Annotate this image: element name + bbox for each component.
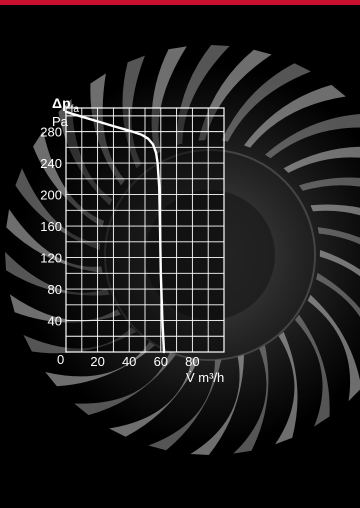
fan-blade	[109, 358, 199, 437]
x-tick-label: 20	[90, 354, 104, 369]
origin-label: 0	[57, 352, 64, 367]
fan-blade	[148, 359, 222, 451]
fan-blade	[151, 46, 187, 155]
y-axis-title: Δpfa	[52, 95, 79, 115]
y-tick-label: 240	[40, 156, 62, 171]
y-tick-label: 120	[40, 251, 62, 266]
fan-blade	[283, 146, 360, 173]
fan-blade	[243, 84, 346, 148]
y-tick-label: 40	[48, 314, 62, 329]
y-tick-label: 80	[48, 282, 62, 297]
fan-blade	[9, 294, 122, 323]
fan-blade	[294, 314, 330, 427]
fan-blade	[319, 250, 360, 277]
y-tick-label: 280	[40, 125, 62, 140]
fan-blade	[176, 45, 230, 146]
y-tick-label: 160	[40, 219, 62, 234]
plot-frame	[65, 107, 225, 353]
fan-blade	[307, 294, 360, 402]
fan-blade	[58, 98, 113, 206]
fan-blade	[275, 331, 298, 445]
fan-blade	[221, 63, 311, 142]
y-axis-subscript: fa	[71, 104, 80, 115]
fan-blade	[122, 55, 145, 169]
y-axis-unit: Pa	[52, 114, 69, 129]
fan-blade	[45, 341, 156, 387]
fan-impeller-image	[0, 5, 360, 508]
grid	[66, 108, 224, 352]
fan-blade	[15, 168, 101, 250]
x-axis-title: V̇ m³/h	[186, 370, 224, 385]
fan-blade	[33, 130, 104, 228]
fan-blade	[90, 73, 126, 186]
y-tick-label: 200	[40, 188, 62, 203]
x-tick-label: 60	[154, 354, 168, 369]
series-curve	[64, 110, 166, 354]
fan-blade	[265, 114, 360, 159]
fan-blade	[74, 352, 177, 416]
x-tick-label: 40	[122, 354, 136, 369]
fan-blade	[317, 227, 360, 245]
fan-blade	[6, 209, 103, 273]
fan-blade	[190, 354, 244, 455]
y-axis-symbol: Δp	[52, 95, 71, 111]
fan-blade	[233, 345, 269, 454]
x-tick-label: 80	[185, 354, 199, 369]
top-accent-bar	[0, 0, 360, 5]
fan-blade	[298, 177, 360, 191]
fan-blade	[316, 272, 360, 318]
fan-blade	[23, 327, 137, 354]
fan-blade	[310, 204, 360, 216]
fan-blade	[5, 251, 110, 296]
